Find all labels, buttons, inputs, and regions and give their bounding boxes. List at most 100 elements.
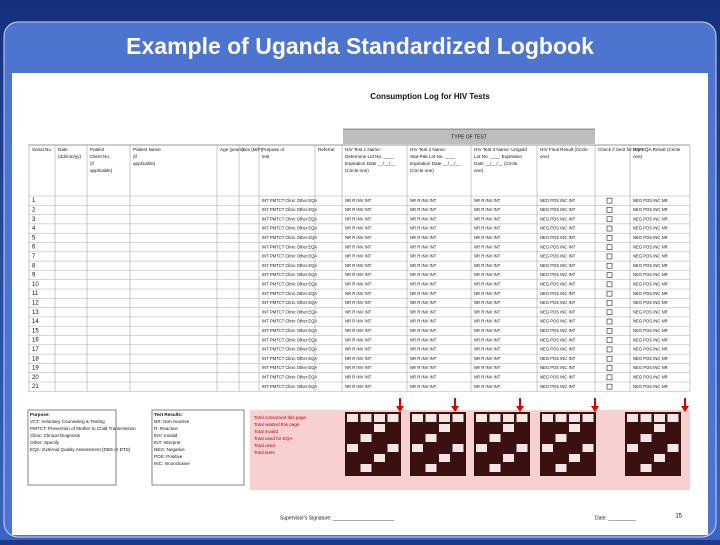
- tally-cell: [640, 434, 652, 442]
- checkbox: [606, 281, 613, 288]
- tally-cell: [425, 464, 437, 472]
- tally-cell: [347, 444, 358, 452]
- summary-label: Total used for EQA: [254, 436, 293, 441]
- column-header: Date (dd/mm/yy): [58, 147, 81, 159]
- row-cell: NEG POS INC NR: [633, 365, 668, 370]
- row-cell: NEG POS INC NR: [633, 291, 668, 296]
- row-cell: NR R INV INT: [474, 374, 501, 379]
- tally-cell: [452, 414, 464, 422]
- column-header: Check if Sent for EQA: [598, 147, 644, 152]
- row-cell: NR R INV INT: [410, 328, 437, 333]
- row-number: 10: [32, 282, 39, 288]
- row-cell: NR R INV INT: [345, 216, 372, 221]
- results-legend: NEG: Negative: [154, 447, 185, 452]
- tally-cell: [374, 424, 385, 432]
- row-cell: NEG POS INC NR: [633, 319, 668, 324]
- row-cell: NR R INV INT: [474, 347, 501, 352]
- tally-cell: [360, 464, 372, 472]
- tally-cell: [503, 454, 514, 462]
- row-cell: NEG POS INC INT: [540, 281, 576, 286]
- row-cell: NR R INV INT: [410, 263, 437, 268]
- row-cell: NR R INV INT: [410, 337, 437, 342]
- row-number: 13: [32, 310, 39, 316]
- row-cell: NR R INV INT: [410, 281, 437, 286]
- row-cell: NEG POS INC NR: [633, 226, 668, 231]
- row-cell: NR R INV INT: [345, 365, 372, 370]
- tally-cell: [542, 414, 553, 422]
- row-cell: INT PMTCT Clinic Other EQA: [262, 300, 317, 305]
- row-cell: NEG POS INC NR: [633, 198, 668, 203]
- row-cell: INT PMTCT Clinic Other EQA: [262, 328, 317, 333]
- tally-cell: [555, 414, 567, 422]
- tally-cell: [476, 444, 487, 452]
- row-cell: NEG POS INC INT: [540, 207, 576, 212]
- results-legend: INT: Interpret: [154, 440, 181, 445]
- tally-cell: [387, 444, 399, 452]
- tally-cell: [516, 414, 528, 422]
- row-cell: NEG POS INC NR: [633, 374, 668, 379]
- row-cell: NR R INV INT: [345, 254, 372, 259]
- row-cell: NR R INV INT: [345, 374, 372, 379]
- column-header: Referral: [318, 147, 334, 152]
- results-legend: Test Results:: [154, 412, 183, 417]
- tally-cell: [640, 414, 652, 422]
- row-cell: NR R INV INT: [345, 328, 372, 333]
- row-cell: NR R INV INT: [410, 216, 437, 221]
- checkbox: [606, 328, 613, 334]
- row-cell: NR R INV INT: [345, 291, 372, 296]
- row-cell: INT PMTCT Clinic Other EQA: [262, 207, 317, 212]
- checkbox: [606, 346, 613, 353]
- tally-cell: [569, 454, 580, 462]
- row-cell: INT PMTCT Clinic Other EQA: [262, 365, 317, 370]
- row-cell: NEG POS INC INT: [540, 328, 576, 333]
- purpose-legend: EQA: External Quality Assessment (DBS or…: [30, 447, 131, 452]
- row-cell: NR R INV INT: [345, 244, 372, 249]
- row-cell: NEG POS INC NR: [633, 272, 668, 277]
- row-cell: NR R INV INT: [410, 309, 437, 314]
- column-header: HIV Test 1 Name: Determine Lot No. ____ Ex…: [345, 147, 396, 173]
- row-cell: INT PMTCT Clinic Other EQA: [262, 263, 317, 268]
- tally-cell: [516, 444, 528, 452]
- checkbox: [606, 318, 613, 325]
- row-cell: INT PMTCT Clinic Other EQA: [262, 384, 317, 389]
- row-cell: NEG POS INC INT: [540, 272, 576, 277]
- row-cell: NR R INV INT: [410, 347, 437, 352]
- row-cell: NR R INV INT: [474, 235, 501, 240]
- summary-label: Total used: [254, 443, 275, 448]
- row-cell: NR R INV INT: [410, 300, 437, 305]
- row-cell: INT PMTCT Clinic Other EQA: [262, 244, 317, 249]
- arrow-head: [516, 406, 524, 412]
- checkbox: [606, 225, 613, 232]
- row-cell: NEG POS INC NR: [633, 254, 668, 259]
- row-number: 19: [32, 366, 39, 372]
- tally-cell: [360, 434, 372, 442]
- column-header: HIV Test 2 Name: Stat-Pak Lot No. ____ Exp…: [410, 147, 461, 173]
- summary-label: Total tests: [254, 450, 275, 455]
- row-cell: NR R INV INT: [474, 384, 501, 389]
- summary-area: [250, 410, 690, 490]
- checkbox: [606, 290, 613, 297]
- tally-cell: [503, 424, 514, 432]
- row-cell: INT PMTCT Clinic Other EQA: [262, 374, 317, 379]
- row-cell: NR R INV INT: [474, 244, 501, 249]
- row-cell: NR R INV INT: [474, 281, 501, 286]
- results-legend: NR: Non-reactive: [154, 419, 190, 424]
- row-cell: NR R INV INT: [345, 337, 372, 342]
- row-cell: NR R INV INT: [474, 216, 501, 221]
- tally-cell: [412, 444, 423, 452]
- row-cell: INT PMTCT Clinic Other EQA: [262, 216, 317, 221]
- column-header: Patient Client No. (if applicable): [90, 147, 113, 173]
- tally-cell: [387, 414, 399, 422]
- row-cell: NEG POS INC INT: [540, 244, 576, 249]
- row-cell: NR R INV INT: [410, 207, 437, 212]
- row-cell: NR R INV INT: [474, 254, 501, 259]
- row-cell: NR R INV INT: [345, 347, 372, 352]
- row-cell: NR R INV INT: [410, 198, 437, 203]
- row-cell: NEG POS INC NR: [633, 244, 668, 249]
- row-cell: INT PMTCT Clinic Other EQA: [262, 337, 317, 342]
- column-header: Purpose of test: [262, 147, 285, 159]
- row-cell: NEG POS INC INT: [540, 198, 576, 203]
- row-cell: INT PMTCT Clinic Other EQA: [262, 254, 317, 259]
